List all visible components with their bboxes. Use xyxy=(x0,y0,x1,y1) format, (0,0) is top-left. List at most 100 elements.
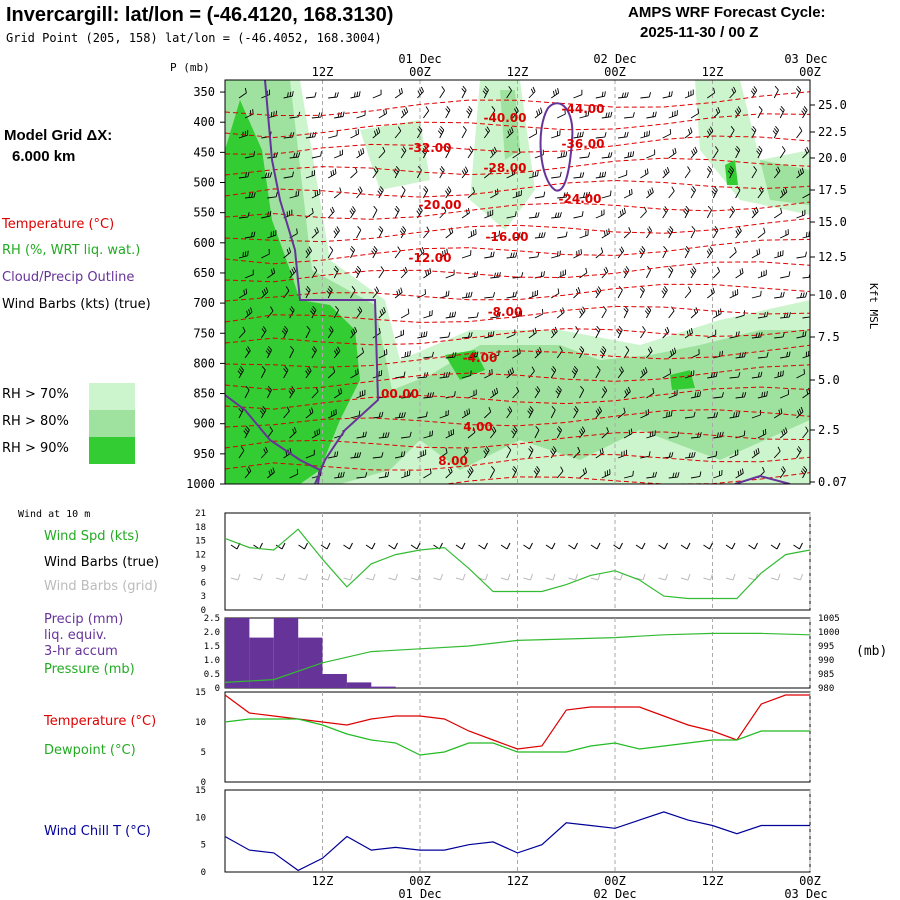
wind-barb-grid xyxy=(275,573,286,581)
wind-barb xyxy=(244,231,256,239)
wind-barb xyxy=(489,106,496,119)
wind-barb xyxy=(423,351,434,359)
wind-barb xyxy=(394,205,400,219)
wind-barb-grid xyxy=(590,573,601,581)
wind-barb xyxy=(573,172,585,179)
wind-barb xyxy=(623,266,630,279)
wind-y-tick: 12 xyxy=(195,551,206,561)
wind-barb xyxy=(796,292,808,299)
wind-barb xyxy=(490,230,501,239)
wind-barb xyxy=(378,432,390,439)
wind-barb xyxy=(534,426,540,439)
wind-barb-true xyxy=(523,542,533,550)
wind-barb xyxy=(400,266,408,279)
wind-barb xyxy=(751,371,763,379)
wind-barb xyxy=(662,410,673,419)
wind-barb xyxy=(617,366,624,379)
wind-barb xyxy=(646,149,656,159)
wind-y-tick: 3 xyxy=(201,592,206,602)
wind-barb xyxy=(266,306,274,319)
wind-barb xyxy=(601,111,613,119)
wind-barb xyxy=(773,166,781,179)
wind-barb xyxy=(305,170,316,179)
wind-barb xyxy=(259,406,267,419)
wind-barb xyxy=(618,131,629,139)
wind-barb xyxy=(557,151,568,159)
temp-y-tick: 5 xyxy=(201,748,206,758)
wind-barb xyxy=(601,266,609,279)
wind-barb xyxy=(684,89,694,99)
wind-barb xyxy=(349,206,356,219)
wind-barb xyxy=(646,430,656,439)
wind-barb xyxy=(617,246,625,259)
wind-barb-grid xyxy=(680,573,691,581)
wind-barb-grid xyxy=(365,573,376,581)
wind-barb xyxy=(423,186,429,199)
wind-barb xyxy=(244,466,252,479)
wind-barb-true xyxy=(343,542,353,550)
wind-barb xyxy=(796,126,803,139)
wind-barb xyxy=(238,87,247,99)
wind-barb xyxy=(595,91,606,99)
precip-bar xyxy=(298,637,323,688)
temp-contour-label: -4.00 xyxy=(463,351,498,365)
wind-barb xyxy=(467,312,479,319)
pressure-tick-label: 650 xyxy=(193,266,215,280)
wind-barb xyxy=(802,350,810,359)
wind-barb xyxy=(439,166,445,179)
precip-y-tick: 0 xyxy=(215,684,220,694)
wind-barb-grid xyxy=(703,573,713,581)
wind-barb xyxy=(461,291,473,299)
wind-barb xyxy=(707,87,716,99)
wind-barb xyxy=(601,427,609,439)
grid-dx-label: Model Grid ΔX: xyxy=(4,127,113,144)
pressure-y-tick: 1005 xyxy=(818,614,840,624)
wind-barb xyxy=(780,389,789,399)
wind-barb xyxy=(328,130,338,139)
wind-barb xyxy=(305,207,314,219)
wind-barb xyxy=(445,428,455,439)
wind-barb xyxy=(711,186,718,199)
wind-barb xyxy=(573,287,581,299)
wind-barb xyxy=(378,146,386,159)
pressure-tick-label: 400 xyxy=(193,115,215,129)
wind-barb xyxy=(283,209,293,219)
wind-barb-true xyxy=(320,542,331,550)
wind-barb xyxy=(668,147,677,159)
wind-barb-true xyxy=(298,542,308,550)
wind-barb xyxy=(712,266,721,279)
wind-barb xyxy=(727,166,735,179)
wind-barb xyxy=(244,151,256,159)
pressure-tick-label: 700 xyxy=(193,296,215,310)
wind-barb xyxy=(417,247,425,259)
wind-barb xyxy=(356,431,367,439)
model-title: AMPS WRF Forecast Cycle: xyxy=(628,4,826,21)
wind-barb xyxy=(534,232,546,239)
bottom-time-tick: 12Z xyxy=(507,874,529,888)
top-date-label: 03 Dec xyxy=(784,52,827,66)
wind-barb xyxy=(328,451,339,459)
wind-barb-grid xyxy=(523,573,533,581)
cloud-outline-upper xyxy=(539,102,574,192)
top-date-label: 02 Dec xyxy=(593,52,636,66)
wind-barb xyxy=(333,226,340,239)
wind-barb xyxy=(333,187,342,199)
wind-barb xyxy=(350,410,361,419)
wind-barb xyxy=(780,271,791,279)
wind-barb xyxy=(646,226,652,239)
rh90-region-3 xyxy=(725,160,738,185)
wind-barb xyxy=(417,86,424,99)
wind-barb xyxy=(490,311,501,319)
wind-barb xyxy=(779,427,788,439)
wind-barb xyxy=(573,248,582,259)
wind-barb xyxy=(445,145,451,159)
temp-contour-label: -36.00 xyxy=(562,137,605,151)
wind-barb xyxy=(646,111,657,119)
wind-barb xyxy=(595,286,602,299)
wind-y-tick: 15 xyxy=(195,537,206,547)
wind-barb xyxy=(550,88,560,99)
wind-barb xyxy=(556,466,564,479)
wind-barb-true xyxy=(680,542,691,550)
wind-barb-grid xyxy=(793,573,803,581)
pressure-tick-label: 450 xyxy=(193,145,215,159)
